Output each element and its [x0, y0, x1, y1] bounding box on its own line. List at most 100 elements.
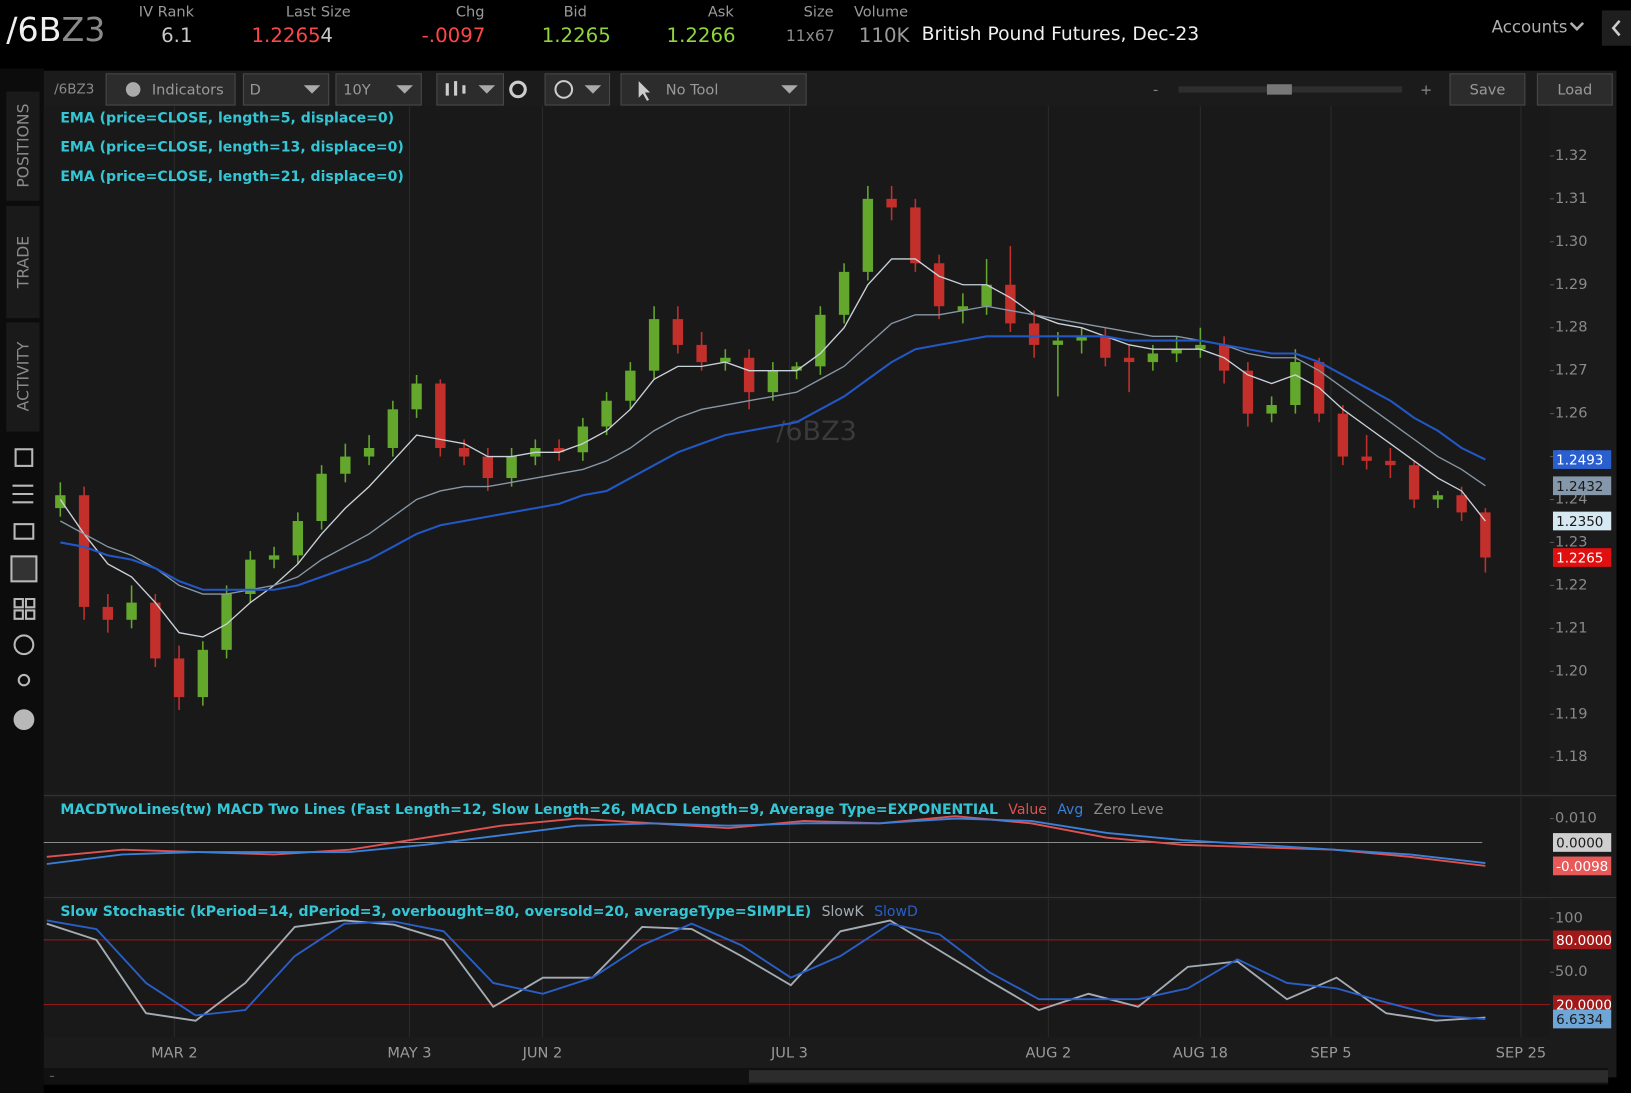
zoom-in[interactable]: + [1420, 81, 1432, 98]
caret [396, 85, 413, 94]
candle-body [482, 456, 494, 479]
toolbar-symbol: /6BZ3 [54, 81, 94, 97]
candle-body [1171, 349, 1182, 354]
collapse-icon [1611, 19, 1621, 37]
chart-layer: MAR 2 MAY 3 JUN 2 JUL 3 AUG 2 AUG 18 SEP 5 SEP … [43, 106, 1612, 1061]
indicators-button[interactable] [105, 73, 236, 106]
tab[interactable] [6, 322, 40, 432]
x-tick-label: JUL 3 [770, 1044, 808, 1061]
candle-body [696, 344, 707, 363]
candle-body [1385, 460, 1396, 466]
candle-body [1052, 340, 1064, 345]
field-value: -.0097 [422, 24, 486, 47]
tab[interactable] [6, 91, 40, 201]
candle-body [1408, 465, 1420, 500]
y-tick-label: 1.18 [1555, 748, 1587, 765]
legend-entry: Avg [1057, 802, 1083, 818]
y-tick-label: 0.010 [1555, 810, 1597, 827]
save-button[interactable] [1449, 73, 1526, 106]
candle-body [1028, 323, 1040, 345]
candle-body [862, 198, 874, 272]
field-label: Bid [564, 3, 587, 20]
x-tick-label: SEP 5 [1310, 1044, 1351, 1061]
tool-dropdown[interactable] [620, 73, 807, 106]
series-line [60, 305, 1486, 595]
candle-body [55, 495, 66, 509]
collapse-button[interactable] [1601, 10, 1631, 46]
last-value-label: 1.2432 [1556, 479, 1603, 495]
candle-body [363, 447, 375, 457]
settings-icon[interactable] [509, 80, 527, 99]
candle-body [910, 207, 921, 264]
candle-body [126, 602, 137, 620]
aggregation-label: D [250, 81, 261, 98]
legend-entry: EMA (price=CLOSE, length=21, displace=0) [60, 169, 404, 185]
y-tick-label: 1.29 [1555, 276, 1587, 293]
last-value-box [1552, 476, 1612, 496]
watermark: /6BZ3 [776, 416, 857, 447]
candle-body [387, 409, 399, 448]
last-value-label: 1.2350 [1556, 514, 1603, 530]
y-tick-label: 1.21 [1555, 619, 1587, 636]
y-tick-label: 1.30 [1555, 233, 1587, 250]
level-box [1552, 930, 1612, 950]
candle-body [1123, 357, 1135, 363]
candle-body [435, 383, 446, 448]
candle-body [1432, 495, 1444, 500]
legend-entry: Value [1008, 802, 1047, 818]
load-label: Load [1557, 81, 1592, 98]
series-line [46, 919, 1486, 1022]
caret [303, 85, 321, 94]
side-icons[interactable] [10, 448, 38, 731]
candle-body [197, 649, 209, 698]
legend-entry: EMA (price=CLOSE, length=5, displace=0) [60, 111, 394, 127]
candle-body [102, 606, 114, 620]
field-label: Size [804, 3, 834, 20]
candle-body [1195, 344, 1206, 350]
series-line [59, 258, 1486, 638]
field-value: 1.2266 [667, 24, 736, 47]
y-tick-label: 1.28 [1555, 319, 1587, 336]
last-value-box [1552, 511, 1612, 531]
legend-entry: SlowD [874, 904, 918, 920]
candle-body [815, 314, 826, 367]
field-label: Last Size [286, 3, 351, 20]
y-tick-label: 1.27 [1555, 362, 1587, 379]
candle-body [838, 271, 850, 315]
x-tick-label: AUG 18 [1173, 1044, 1228, 1061]
accounts-caret[interactable] [1569, 21, 1585, 31]
series-line [46, 919, 1486, 1020]
y-tick-label: 1.20 [1555, 662, 1587, 679]
last-value-box [1552, 450, 1612, 469]
candle-body [173, 658, 185, 698]
symbol-root: /6B [6, 10, 61, 49]
tab-label: ACTIVITY [14, 341, 32, 411]
drawing-icon [554, 80, 574, 99]
load-button[interactable] [1536, 73, 1613, 106]
accounts[interactable]: Accounts [1492, 18, 1568, 37]
candle-body [625, 370, 636, 401]
candle-body [1076, 336, 1087, 341]
series-line [60, 335, 1486, 591]
caret [781, 85, 798, 94]
candle-body [316, 473, 327, 521]
zero-label: 0.0000 [1556, 836, 1603, 852]
candle-body [221, 594, 232, 650]
tab[interactable] [6, 205, 40, 319]
last-value-label: 1.2493 [1556, 453, 1603, 469]
legend-entry: Zero Leve [1094, 802, 1164, 818]
tab-label: TRADE [14, 236, 32, 289]
series-line [46, 817, 1486, 865]
zoom-out[interactable]: - [1153, 81, 1158, 98]
y-tick-label: 1.22 [1555, 576, 1587, 593]
candle-body [601, 400, 612, 427]
candle-body [648, 319, 660, 371]
field-label: Ask [708, 3, 735, 20]
field-label: Volume [854, 3, 908, 20]
candle-body [981, 284, 992, 307]
candle-body [1361, 456, 1372, 461]
scroll-thumb[interactable] [748, 1070, 1609, 1083]
zoom-thumb[interactable] [1266, 84, 1292, 95]
candle-body [268, 555, 280, 560]
